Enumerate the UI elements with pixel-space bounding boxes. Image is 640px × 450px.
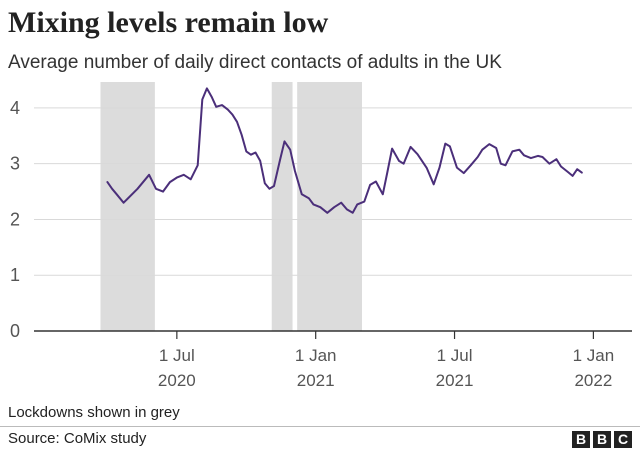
- x-tick-label-year: 2022: [574, 371, 612, 390]
- lockdown-band-3: [297, 82, 362, 331]
- series-line-1: [106, 87, 583, 214]
- y-tick-label: 0: [10, 321, 20, 341]
- chart-title: Mixing levels remain low: [8, 6, 329, 39]
- logo-letter-b1: B: [572, 431, 590, 448]
- line-chart: 0 1 2 3 4 1 Jul 2020 1 Jan 2021 1 Jul 2021 1 Jan 20…: [10, 82, 632, 390]
- y-tick-label: 4: [10, 98, 20, 118]
- logo-letter-c: C: [614, 431, 632, 448]
- x-tick-label-date: 1 Jan: [573, 346, 615, 365]
- y-tick-label: 2: [10, 209, 20, 229]
- x-axis-ticks: 1 Jul 2020 1 Jan 2021 1 Jul 2021 1 Jan 2022: [158, 331, 614, 390]
- chart-subtitle: Average number of daily direct contacts …: [8, 52, 502, 73]
- x-tick-label-date: 1 Jul: [437, 346, 473, 365]
- y-axis-ticks: 0 1 2 3 4: [10, 98, 20, 341]
- bbc-logo: B B C: [572, 431, 632, 448]
- source-label: Source: CoMix study: [8, 430, 147, 447]
- lockdown-band-2: [271, 82, 293, 331]
- gridlines: [34, 107, 632, 332]
- logo-letter-b2: B: [593, 431, 611, 448]
- y-tick-label: 1: [10, 265, 20, 285]
- footer-divider: [0, 426, 640, 427]
- x-tick-label-year: 2021: [297, 371, 335, 390]
- lockdown-shading: [100, 82, 362, 331]
- y-tick-label: 3: [10, 154, 20, 174]
- series-layer: [106, 87, 583, 214]
- x-tick-label-year: 2021: [436, 371, 474, 390]
- lockdown-note: Lockdowns shown in grey: [8, 404, 180, 421]
- lockdown-band-1: [100, 82, 155, 331]
- x-tick-label-date: 1 Jan: [295, 346, 337, 365]
- x-tick-label-date: 1 Jul: [159, 346, 195, 365]
- x-tick-label-year: 2020: [158, 371, 196, 390]
